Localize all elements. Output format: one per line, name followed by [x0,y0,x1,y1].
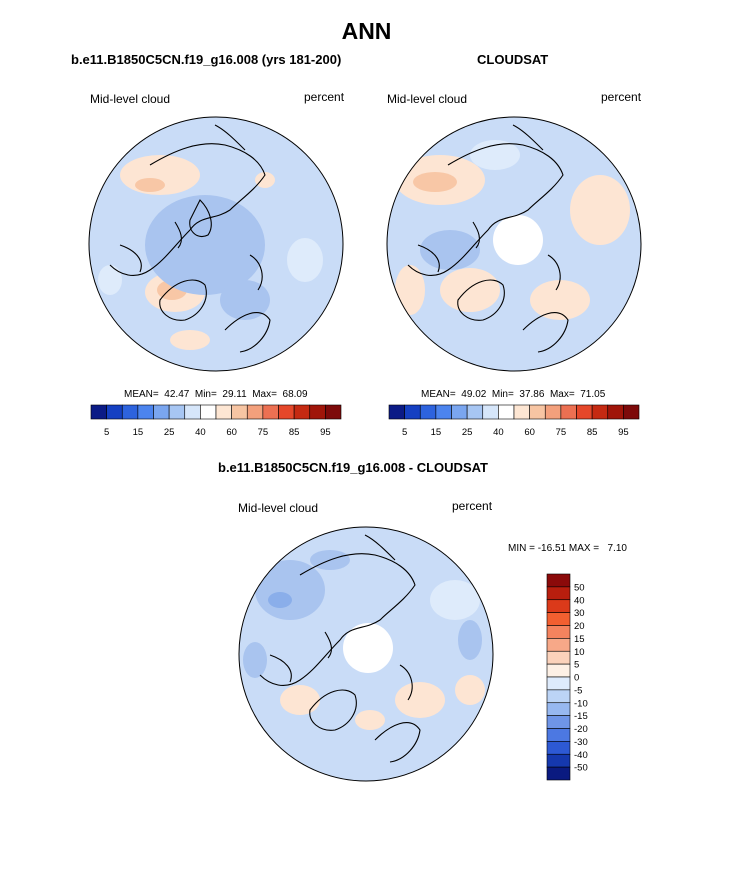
light-region [287,238,323,282]
warm-region [455,675,485,705]
panel-1-colorbar: 5 15 25 40 60 75 85 95 [90,404,342,438]
diff-colorbar-swatch [546,599,571,613]
map-boundary [88,116,344,372]
diff-colorbar-swatch [546,689,571,704]
diff-colorbar-swatch [546,612,571,626]
panel-1-stats: MEAN= 42.47 Min= 29.11 Max= 68.09 [124,389,308,400]
abs-colorbar-tick-label: 15 [431,427,442,438]
diff-colorbar-tick-label: -40 [574,750,588,761]
dark-region [420,230,480,270]
warm-region [530,280,590,320]
diff-colorbar-tick-label: 50 [574,582,585,593]
diff-colorbar-swatch [546,741,571,755]
abs-colorbar-tick-label: 5 [402,427,407,438]
warm-region [355,710,385,730]
abs-colorbar-tick-label: 85 [587,427,598,438]
diff-colorbar-tick-label: 40 [574,595,585,606]
warm-region [440,268,500,312]
abs-colorbar-tick-label: 75 [556,427,567,438]
coastlines [259,534,421,763]
map-boundary [238,526,494,782]
panel-2-units: percent [601,90,642,104]
coastlines [109,124,271,353]
pole-hole [493,215,543,265]
diff-colorbar-tick-label: 10 [574,647,585,658]
panel-2-field-label: Mid-level cloud [387,92,468,106]
light-region [98,265,122,295]
abs-colorbar-tick-label: 60 [524,427,535,438]
dark-region [145,195,265,295]
abs-colorbar-tick-label: 95 [320,427,331,438]
panel-1-field-label: Mid-level cloud [90,92,171,106]
light-region [430,580,480,620]
panel-1-units: percent [304,90,345,104]
diff-field-label: Mid-level cloud [238,501,319,515]
diff-colorbar-tick-label: -5 [574,685,582,696]
diff-colorbar-swatch [546,728,571,742]
panel-1-heading: b.e11.B1850C5CN.f19_g16.008 (yrs 181-200… [71,52,342,67]
diff-colorbar-swatch [546,753,571,768]
diff-colorbar-swatch [546,573,571,588]
abs-colorbar-tick-label: 40 [195,427,206,438]
coastlines [407,124,569,353]
abs-colorbar-tick-label: 25 [164,427,175,438]
darkest-region [268,592,292,608]
warm-region [170,330,210,350]
diff-units: percent [452,499,493,513]
diff-colorbar-tick-label: -10 [574,698,588,709]
diff-colorbar-swatch [546,676,571,691]
diff-colorbar-swatch [546,650,571,665]
diff-colorbar-swatch [546,625,571,639]
dark-region [458,620,482,660]
dark-region [220,280,270,320]
warm-region [280,685,320,715]
diff-colorbar-tick-label: 5 [574,660,579,671]
diff-colorbar-tick-label: 30 [574,608,585,619]
diff-colorbar-tick-label: 15 [574,634,585,645]
map-boundary [386,116,642,372]
diff-colorbar-swatch [546,586,571,601]
diff-colorbar-swatch [546,766,571,781]
panel-2-stats: MEAN= 49.02 Min= 37.86 Max= 71.05 [421,389,606,400]
warm-region [255,172,275,188]
abs-colorbar-tick-label: 85 [289,427,300,438]
abs-colorbar-tick-label: 25 [462,427,473,438]
warm-region [570,175,630,245]
abs-colorbar-tick-label: 5 [104,427,109,438]
figure-title: ANN [341,18,392,44]
diff-colorbar-tick-label: -30 [574,737,588,748]
light-region [470,140,520,170]
diff-colorbar-swatch [546,638,571,652]
dark-region [243,642,267,678]
abs-colorbar-tick-label: 95 [618,427,629,438]
diff-heading: b.e11.B1850C5CN.f19_g16.008 - CLOUDSAT [218,460,488,475]
warm-region [395,265,425,315]
diff-colorbar-swatch [546,702,571,716]
warm-region [413,172,457,192]
abs-colorbar-tick-label: 60 [226,427,237,438]
abs-colorbar-swatch [623,404,640,420]
diff-colorbar-swatch [546,663,571,678]
diff-colorbar-tick-label: 20 [574,621,585,632]
abs-colorbar-swatch [325,404,342,420]
panel-2-heading: CLOUDSAT [477,52,549,67]
abs-colorbar-tick-label: 15 [133,427,144,438]
diff-colorbar-tick-label: 0 [574,673,579,684]
panel-2-colorbar: 5 15 25 40 60 75 85 95 [388,404,640,438]
abs-colorbar-tick-label: 75 [258,427,269,438]
pole-hole [343,623,393,673]
diff-stats: MIN = -16.51 MAX = 7.10 [508,543,627,554]
diff-colorbar-tick-label: -50 [574,763,588,774]
diff-colorbar-tick-label: -20 [574,724,588,735]
diff-colorbar-tick-label: -15 [574,711,588,722]
diff-colorbar-swatch [546,715,571,729]
warm-region [395,682,445,718]
warm-region [135,178,165,192]
abs-colorbar-tick-label: 40 [493,427,504,438]
dark-region [255,560,325,620]
